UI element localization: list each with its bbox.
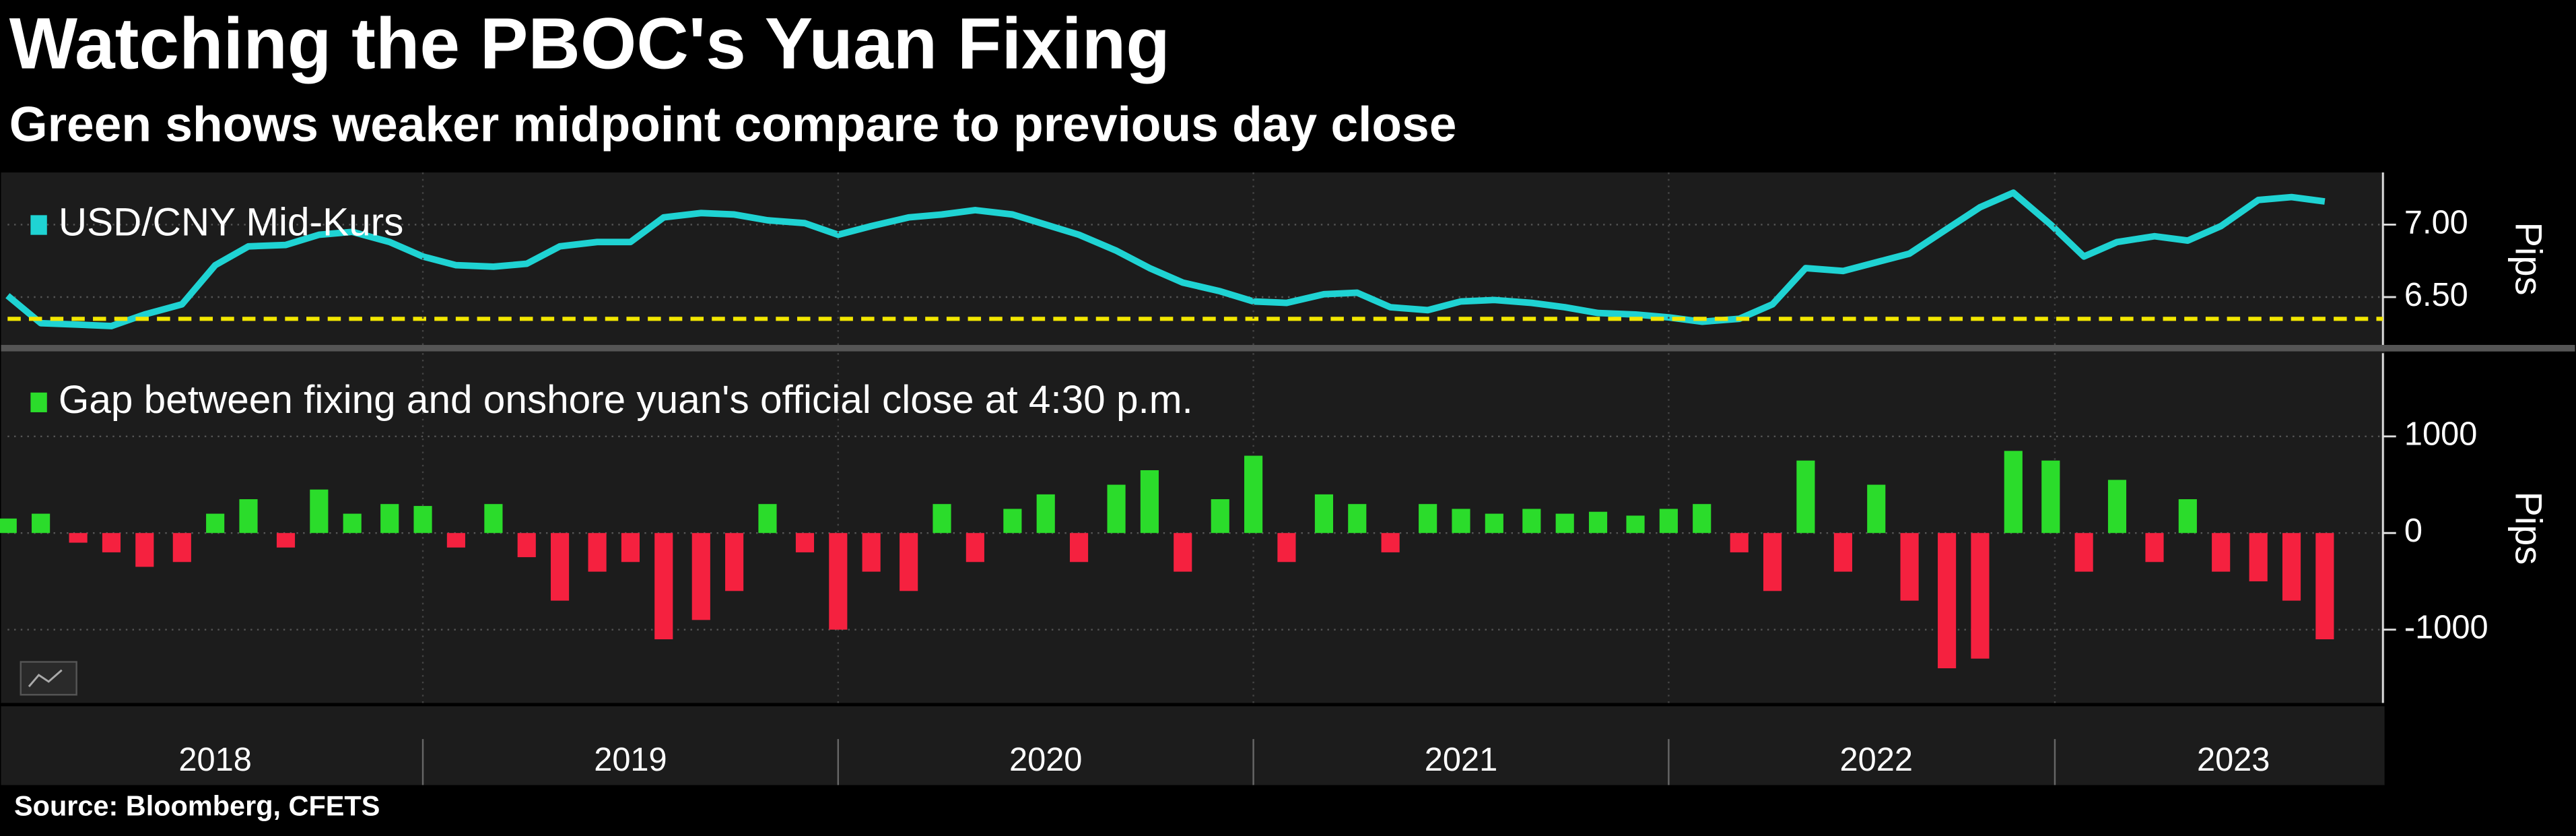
bar xyxy=(2004,451,2023,534)
bar xyxy=(795,533,815,552)
bar xyxy=(725,533,744,591)
x-tick-label: 2023 xyxy=(2197,742,2270,778)
y-tick-label: 6.50 xyxy=(2404,277,2468,313)
y-tick-label: 0 xyxy=(2404,513,2422,549)
chart-icon xyxy=(28,669,63,688)
bar xyxy=(2212,533,2231,572)
bar xyxy=(1938,533,1957,669)
bar xyxy=(965,533,984,562)
bar xyxy=(621,533,640,562)
bar xyxy=(551,533,570,601)
bar xyxy=(102,533,121,552)
bar xyxy=(484,504,503,534)
y-axis-title: Pips xyxy=(2508,222,2550,295)
bar xyxy=(2315,533,2334,639)
y-tick-label: 7.00 xyxy=(2404,204,2468,240)
bar xyxy=(1036,494,1055,534)
y-tick-label: 1000 xyxy=(2404,416,2477,453)
legend-label: USD/CNY Mid-Kurs xyxy=(59,200,404,244)
bar xyxy=(1107,484,1126,534)
x-tick-label: 2020 xyxy=(1009,742,1082,778)
chart-subtitle: Green shows weaker midpoint compare to p… xyxy=(9,98,1457,152)
bar xyxy=(2145,533,2164,562)
chart-title: Watching the PBOC's Yuan Fixing xyxy=(9,3,1170,84)
y-axis-title: Pips xyxy=(2508,491,2550,565)
bar xyxy=(1900,533,1919,601)
bar xyxy=(1833,533,1852,572)
bar xyxy=(829,533,848,630)
bar xyxy=(1796,460,1815,534)
bar xyxy=(1419,504,1437,534)
legend-swatch xyxy=(30,392,47,412)
bar xyxy=(2074,533,2093,572)
bar xyxy=(413,506,432,534)
bar xyxy=(1588,511,1608,534)
bar xyxy=(1003,509,1022,534)
bar xyxy=(1174,533,1192,572)
bar xyxy=(1314,494,1334,534)
bar xyxy=(1693,504,1711,534)
legend-swatch xyxy=(30,215,47,235)
bar xyxy=(446,533,465,548)
bar xyxy=(1626,515,1645,534)
bar xyxy=(1140,470,1159,534)
bar xyxy=(206,513,225,534)
bar xyxy=(32,513,50,534)
x-axis-band xyxy=(1,706,2385,785)
chart-type-button[interactable] xyxy=(20,661,77,696)
bar xyxy=(1971,533,1990,659)
bar xyxy=(310,489,329,534)
bar xyxy=(1522,509,1541,534)
bar xyxy=(1381,533,1400,552)
bar xyxy=(1348,504,1367,534)
bar xyxy=(0,518,17,534)
bar xyxy=(1069,533,1089,562)
bar xyxy=(1211,499,1229,534)
bar xyxy=(691,533,710,620)
bar xyxy=(900,533,918,591)
bar xyxy=(1555,513,1574,534)
bar xyxy=(2041,460,2060,534)
bar xyxy=(172,533,191,562)
x-tick-label: 2019 xyxy=(594,742,667,778)
legend-label: Gap between fixing and onshore yuan's of… xyxy=(59,378,1193,422)
bar xyxy=(862,533,881,572)
bar xyxy=(1277,533,1296,562)
bar xyxy=(1763,533,1782,591)
bar xyxy=(2249,533,2268,581)
y-tick-label: -1000 xyxy=(2404,610,2488,646)
bar xyxy=(276,533,296,548)
bar xyxy=(343,513,362,534)
bar xyxy=(1730,533,1749,552)
bar xyxy=(1659,509,1678,534)
bar xyxy=(1867,484,1886,534)
bar xyxy=(2107,480,2127,534)
bar xyxy=(380,504,399,534)
bar xyxy=(239,499,258,534)
bar xyxy=(1485,513,1503,534)
bar xyxy=(1452,509,1470,534)
bar xyxy=(1244,455,1263,534)
line-series xyxy=(5,189,2326,329)
panel-divider xyxy=(1,345,2575,352)
bar xyxy=(2282,533,2301,601)
bar xyxy=(69,533,88,543)
x-tick-label: 2018 xyxy=(178,742,251,778)
bar xyxy=(588,533,607,572)
bar xyxy=(933,504,951,534)
source: Source: Bloomberg, CFETS xyxy=(14,790,380,822)
bar xyxy=(2178,499,2197,534)
x-tick-label: 2022 xyxy=(1840,742,1913,778)
bar xyxy=(135,533,154,567)
x-tick-label: 2021 xyxy=(1425,742,1497,778)
bar xyxy=(517,533,536,558)
bar xyxy=(654,533,673,639)
bar xyxy=(758,504,777,534)
